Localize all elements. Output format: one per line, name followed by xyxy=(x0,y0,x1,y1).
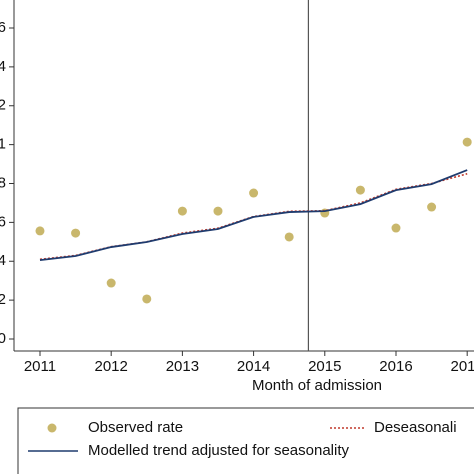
y-tick-label: 1.4 xyxy=(0,58,6,75)
y-tick-label: 1 xyxy=(0,136,6,153)
y-tick-label: 0 xyxy=(0,330,6,347)
y-tick-label: .4 xyxy=(0,252,6,269)
x-tick-label: 2014 xyxy=(237,358,270,375)
x-tick-label: 2013 xyxy=(166,358,199,375)
point xyxy=(35,226,45,236)
y-tick-label: .2 xyxy=(0,291,6,308)
point xyxy=(427,202,437,212)
point xyxy=(106,278,116,288)
y-tick-label: .8 xyxy=(0,174,6,191)
legend-box xyxy=(17,407,474,474)
point xyxy=(355,185,365,195)
y-tick-label: 1.2 xyxy=(0,97,6,114)
x-tick-label: 2012 xyxy=(95,358,128,375)
legend-marker xyxy=(47,423,57,433)
x-tick-label: 2011 xyxy=(24,358,56,375)
point xyxy=(462,137,472,147)
point xyxy=(284,232,294,242)
point xyxy=(213,206,223,216)
x-axis-title: Month of admission xyxy=(252,377,382,394)
x-tick-label: 2017 xyxy=(451,358,474,375)
trend-line xyxy=(39,169,468,261)
point xyxy=(177,206,187,216)
y-tick-label: 1.6 xyxy=(0,19,6,36)
legend-label: Deseasonali xyxy=(374,419,457,436)
x-tick-label: 2015 xyxy=(308,358,341,375)
y-tick-label: .6 xyxy=(0,213,6,230)
legend-label: Observed rate xyxy=(88,419,183,436)
point xyxy=(249,188,259,198)
point xyxy=(391,223,401,233)
legend-label: Modelled trend adjusted for seasonality xyxy=(88,442,349,459)
x-tick-label: 2016 xyxy=(379,358,412,375)
point xyxy=(142,294,152,304)
point xyxy=(71,228,81,238)
